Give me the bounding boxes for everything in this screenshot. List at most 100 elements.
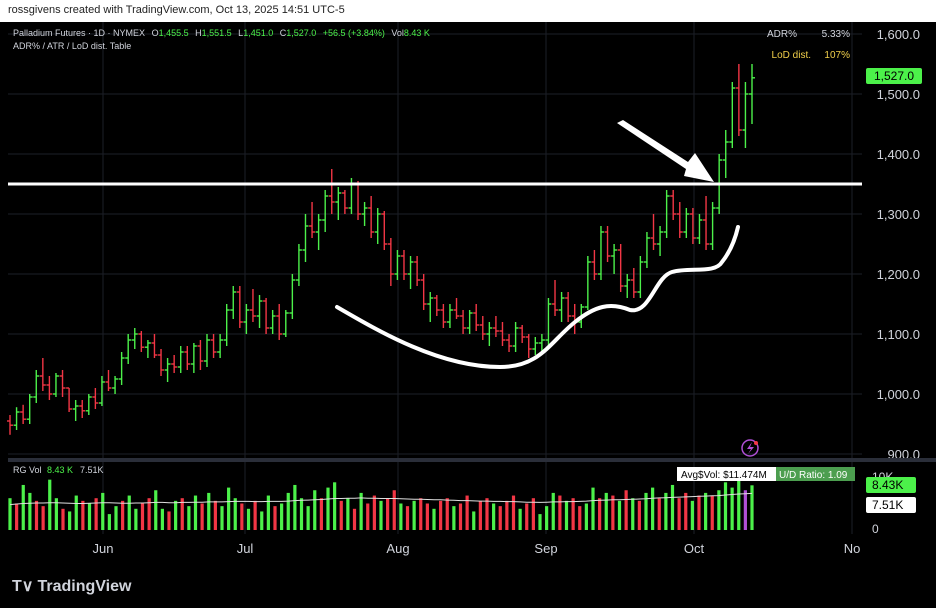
volume-bar xyxy=(737,479,741,530)
ohlc-bar xyxy=(184,346,191,370)
volume-bar xyxy=(743,490,747,530)
ohlc-bar xyxy=(683,208,690,238)
ohlc-bar xyxy=(236,286,243,328)
volume-bar xyxy=(386,498,390,530)
volume-bar xyxy=(485,498,489,530)
lightning-icon[interactable] xyxy=(741,439,759,457)
y-tick-label: 1,400.0 xyxy=(877,147,920,162)
volume-bar xyxy=(525,503,529,530)
ohlc-bar xyxy=(85,394,92,415)
ohlc-bar xyxy=(407,256,414,289)
ohlc-bar xyxy=(637,256,644,298)
x-tick-label: Jul xyxy=(237,541,254,556)
panel-separator[interactable] xyxy=(8,458,936,462)
ohlc-bar xyxy=(584,256,591,310)
volume-bar xyxy=(220,506,224,530)
volume-axis: 10K 0 8.43K 7.51K xyxy=(866,470,916,536)
footer: T∨ TradingView xyxy=(0,566,936,608)
volume-bar xyxy=(439,500,443,530)
volume-bar xyxy=(359,492,363,530)
volume-bar xyxy=(419,498,423,530)
ohlc-bar xyxy=(427,292,434,322)
volume-bar xyxy=(107,514,111,530)
volume-bar xyxy=(280,503,284,530)
ohlc-bar xyxy=(729,82,736,148)
volume-bar xyxy=(697,495,701,530)
ohlc-bar xyxy=(400,250,407,280)
ohlc-bar xyxy=(249,289,256,322)
volume-bar xyxy=(160,508,164,530)
ohlc-bar xyxy=(604,226,611,262)
volume-bar xyxy=(538,514,542,530)
volume-bar xyxy=(432,508,436,530)
volume-bar xyxy=(34,500,39,530)
ohlc-bar xyxy=(394,250,401,280)
volume-bar xyxy=(558,495,562,530)
ohlc-bar xyxy=(703,196,710,250)
volume-bar xyxy=(273,506,277,530)
price-axis[interactable]: 1,600.0 1,500.0 1,400.0 1,300.0 1,200.0 1,100… xyxy=(877,27,920,462)
ohlc-bar xyxy=(552,280,559,316)
volume-bar xyxy=(492,503,496,530)
ohlc-bar xyxy=(479,316,486,340)
ohlc-bar xyxy=(630,268,637,298)
volume-bar xyxy=(174,500,178,530)
tv-icon: T∨ xyxy=(12,578,34,595)
volume-bar xyxy=(518,508,522,530)
y-tick-label: 1,200.0 xyxy=(877,267,920,282)
vol-val1: 8.43 K xyxy=(47,465,73,475)
volume-bar xyxy=(81,500,85,530)
volume-bar xyxy=(704,492,708,530)
ohlc-bar xyxy=(243,304,250,334)
volume-bar xyxy=(611,495,615,530)
ohlc-bar xyxy=(13,407,20,430)
tradingview-logo[interactable]: T∨ TradingView xyxy=(12,578,132,595)
volume-bar xyxy=(412,500,416,530)
ohlc-bar xyxy=(676,202,683,238)
ohlc-bar xyxy=(276,304,283,340)
ohlc-bar xyxy=(381,211,388,250)
arrow-annotation xyxy=(617,120,714,182)
volume-bar xyxy=(637,500,641,530)
ohlc-bar xyxy=(446,304,453,328)
ohlc-bar xyxy=(217,334,224,358)
ohlc-bar xyxy=(177,346,184,373)
volume-bar xyxy=(21,484,25,530)
ohlc-bar xyxy=(735,64,742,136)
lod-label: LoD dist. xyxy=(772,50,811,61)
volume-bar xyxy=(134,508,138,530)
chart-canvas[interactable]: Palladium Futures · 1D · NYMEX O1,455.5 … xyxy=(0,22,936,566)
volume-bar xyxy=(472,511,476,530)
volume-bar xyxy=(723,482,728,530)
volume-bar xyxy=(710,495,714,530)
y-tick-label: 1,100.0 xyxy=(877,327,920,342)
avg-vol-text: Avg$Vol: $11.474M xyxy=(681,470,767,481)
ohlc-bar xyxy=(538,334,545,352)
ohlc-bar xyxy=(506,334,513,352)
vol-badge-2: 7.51K xyxy=(872,498,903,512)
ohlc-bar xyxy=(322,190,329,232)
ohlc-bar xyxy=(624,274,631,298)
ohlc-bar xyxy=(341,190,348,214)
credit-text: rossgivens created with TradingView.com,… xyxy=(8,4,345,16)
ohlc-bar xyxy=(66,387,73,412)
volume-bar xyxy=(578,506,582,530)
volume-bar xyxy=(750,485,754,530)
volume-bar xyxy=(8,498,12,530)
vol-val2: 7.51K xyxy=(80,465,104,475)
lod-value: 107% xyxy=(824,50,850,61)
ohlc-bar xyxy=(79,400,86,418)
ohlc-bar xyxy=(460,310,467,334)
ohlc-bars xyxy=(7,64,755,435)
time-axis[interactable]: Jun Jul Aug Sep Oct No xyxy=(93,541,861,556)
ohlc-bar xyxy=(499,322,506,346)
ud-ratio-text: U/D Ratio: 1.09 xyxy=(779,470,848,481)
volume-bar xyxy=(121,500,125,530)
ohlc-bar xyxy=(256,295,263,328)
ohlc-bar xyxy=(486,322,493,346)
volume-bar xyxy=(670,484,675,530)
ohlc-bar xyxy=(335,187,342,220)
volume-bar xyxy=(379,500,383,530)
ohlc-bar xyxy=(519,325,526,343)
volume-bar xyxy=(591,487,595,530)
